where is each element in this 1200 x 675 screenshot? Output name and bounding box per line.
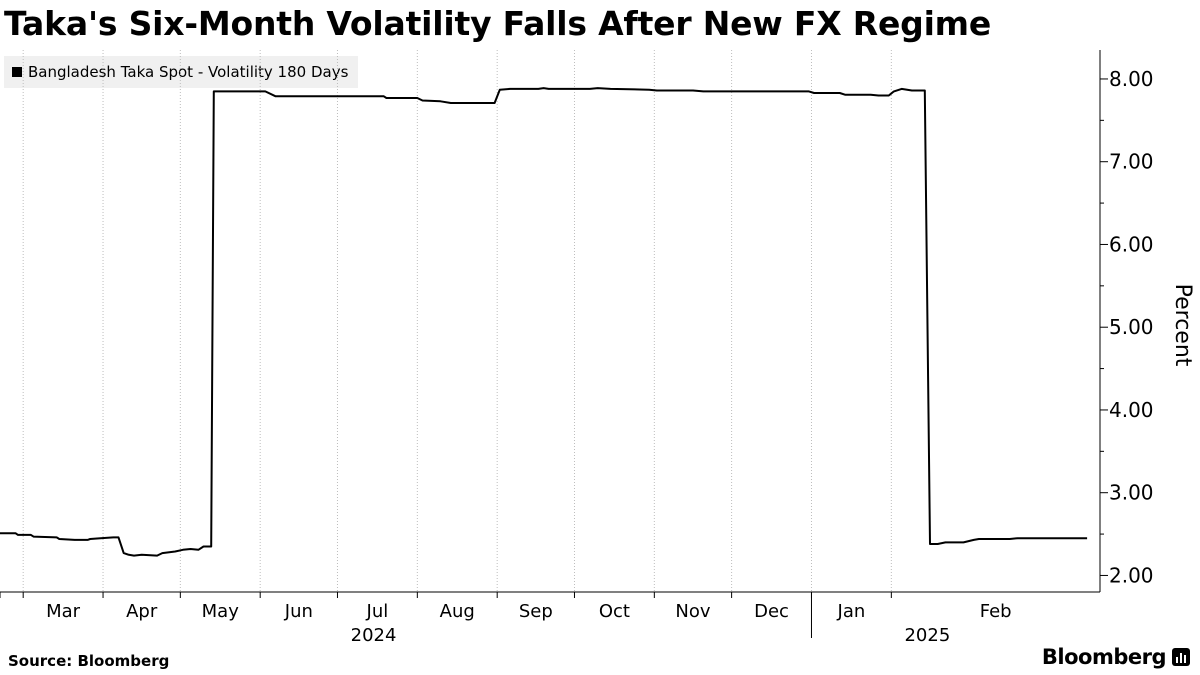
- y-tick-label-6: 6.00: [1109, 232, 1154, 256]
- x-tick-label-nov: Nov: [675, 601, 710, 622]
- x-tick-label-mar: Mar: [46, 601, 81, 622]
- chart-title: Taka's Six-Month Volatility Falls After …: [4, 4, 992, 43]
- x-tick-label-dec: Dec: [754, 601, 789, 622]
- y-tick-label-4: 4.00: [1109, 398, 1154, 422]
- x-tick-label-jun: Jun: [284, 601, 313, 622]
- x-tick-label-sep: Sep: [519, 601, 553, 622]
- legend: Bangladesh Taka Spot - Volatility 180 Da…: [4, 56, 359, 88]
- y-tick-label-2: 2.00: [1109, 563, 1154, 587]
- x-tick-label-may: May: [202, 601, 240, 622]
- source-note: Source: Bloomberg: [8, 652, 170, 670]
- brand-logo: Bloomberg: [1042, 645, 1190, 669]
- y-tick-label-8: 8.00: [1109, 67, 1154, 91]
- brand-wordmark: Bloomberg: [1041, 645, 1167, 669]
- x-year-label-2025: 2025: [904, 625, 950, 646]
- x-tick-label-oct: Oct: [599, 601, 630, 622]
- legend-label: Bangladesh Taka Spot - Volatility 180 Da…: [28, 63, 349, 81]
- series-line-0: [0, 87, 1088, 557]
- legend-swatch: [12, 67, 22, 77]
- x-tick-label-apr: Apr: [126, 601, 158, 622]
- bloomberg-terminal-icon: [1172, 648, 1190, 666]
- grid: [22, 50, 892, 592]
- x-tick-label-jan: Jan: [837, 601, 866, 622]
- x-tick-label-feb: Feb: [980, 601, 1012, 622]
- y-tick-label-3: 3.00: [1109, 481, 1154, 505]
- x-tick-label-jul: Jul: [366, 601, 389, 622]
- x-tick-label-aug: Aug: [440, 601, 475, 622]
- y-axis-label: Percent: [1170, 284, 1195, 367]
- y-tick-label-5: 5.00: [1109, 315, 1154, 339]
- y-tick-label-7: 7.00: [1109, 150, 1154, 174]
- axes: Mar Apr May Jun Jul Aug Sep Oct Nov Dec Jan Feb 2024…: [0, 50, 1195, 646]
- x-year-label-2024: 2024: [351, 625, 397, 646]
- series: [0, 87, 1088, 557]
